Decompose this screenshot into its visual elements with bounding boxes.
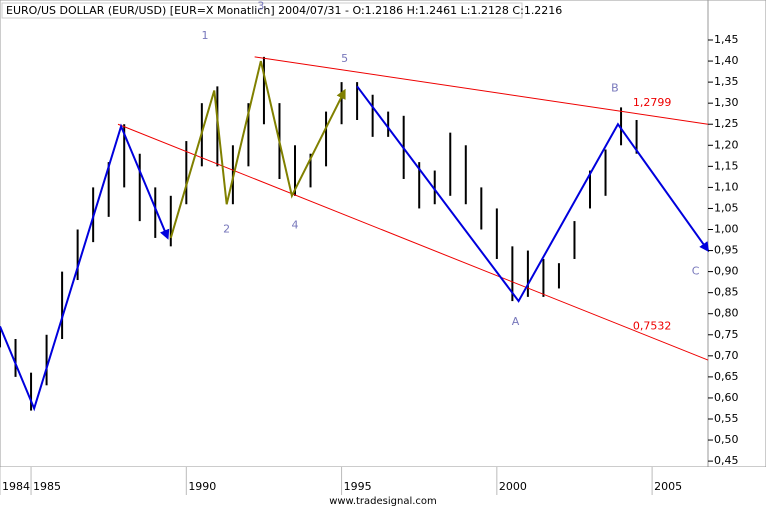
x-tick-label: 2005 xyxy=(654,480,682,493)
wave-path xyxy=(356,85,710,303)
y-tick-label: 0,80 xyxy=(714,307,739,320)
y-tick-label: 1,20 xyxy=(714,138,739,151)
y-tick-label: 1,40 xyxy=(714,54,739,67)
y-tick-label: 0,75 xyxy=(714,328,739,341)
footer: www.tradesignal.com xyxy=(329,496,437,507)
annotation: 3 xyxy=(257,0,264,12)
annotation: 0,7532 xyxy=(633,319,672,332)
y-tick-label: 0,85 xyxy=(714,286,739,299)
chart-title: EURO/US DOLLAR (EUR/USD) [EUR=X Monatlic… xyxy=(6,4,562,17)
annotation: C xyxy=(692,265,700,278)
trend-line xyxy=(117,123,709,361)
y-tick-label: 0,45 xyxy=(714,454,739,467)
y-tick-label: 1,25 xyxy=(714,117,739,130)
y-tick-label: 1,00 xyxy=(714,222,739,235)
annotation: 1 xyxy=(201,29,208,42)
y-tick-label: 0,55 xyxy=(714,412,739,425)
x-tick-label: 1984 xyxy=(2,480,30,493)
annotation: 1,2799 xyxy=(633,96,672,109)
y-tick-label: 1,30 xyxy=(714,96,739,109)
y-tick-label: 0,65 xyxy=(714,370,739,383)
x-tick-label: 2000 xyxy=(499,480,527,493)
y-tick-label: 0,90 xyxy=(714,265,739,278)
annotation: 5 xyxy=(341,52,348,65)
x-tick-label: 1985 xyxy=(33,480,61,493)
wave-path xyxy=(0,123,170,412)
annotation: 2 xyxy=(223,222,230,235)
y-tick-label: 1,35 xyxy=(714,75,739,88)
y-tick-label: 1,10 xyxy=(714,180,739,193)
y-tick-label: 1,15 xyxy=(714,159,739,172)
trend-line xyxy=(254,56,709,125)
y-tick-label: 0,70 xyxy=(714,349,739,362)
y-tick-label: 1,05 xyxy=(714,201,739,214)
annotation: B xyxy=(611,81,619,94)
x-tick-label: 1995 xyxy=(344,480,372,493)
annotation: 4 xyxy=(292,218,299,231)
annotation: A xyxy=(512,315,520,328)
x-axis-panel xyxy=(0,467,766,508)
title-box xyxy=(1,2,523,19)
y-tick-label: 0,60 xyxy=(714,391,739,404)
y-axis-panel xyxy=(707,0,766,468)
wave-path xyxy=(169,60,346,239)
y-tick-label: 0,50 xyxy=(714,433,739,446)
y-tick-label: 0,95 xyxy=(714,244,739,257)
x-tick-label: 1990 xyxy=(188,480,216,493)
plot-area xyxy=(0,0,709,468)
y-tick-label: 1,45 xyxy=(714,33,739,46)
